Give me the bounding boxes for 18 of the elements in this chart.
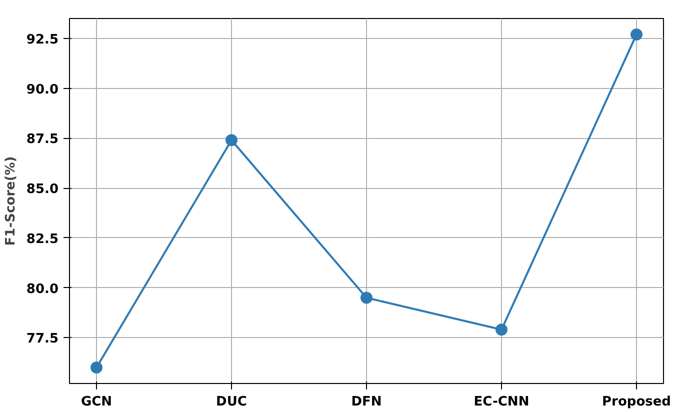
y-tick-label: 82.5	[26, 232, 59, 247]
y-tick-label: 85.0	[26, 182, 59, 198]
x-tick-label: GCN	[80, 394, 112, 410]
y-tick-label: 90.0	[26, 82, 59, 98]
y-tick-label: 87.5	[26, 132, 59, 148]
x-tick-label: DFN	[351, 394, 382, 410]
y-tick-label: 92.5	[26, 32, 59, 48]
x-tick-label: Proposed	[602, 394, 671, 410]
point	[630, 28, 642, 40]
point	[496, 324, 508, 336]
x-tick-label: EC-CNN	[474, 394, 530, 410]
y-tick-label: 80.0	[26, 282, 59, 297]
y-axis-title: F1-Score(%)	[3, 156, 18, 246]
x-tick-label: DUC	[216, 394, 247, 410]
y-tick-label: 77.5	[26, 332, 59, 347]
point	[226, 134, 238, 146]
point	[90, 362, 102, 374]
point	[360, 292, 372, 304]
